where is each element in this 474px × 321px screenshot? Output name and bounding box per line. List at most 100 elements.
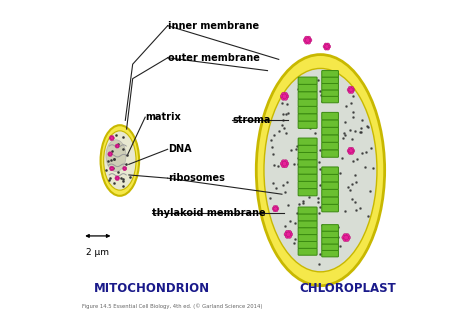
FancyBboxPatch shape	[298, 92, 317, 99]
Circle shape	[124, 167, 126, 169]
FancyBboxPatch shape	[322, 96, 338, 103]
Circle shape	[283, 164, 288, 168]
FancyBboxPatch shape	[298, 77, 317, 84]
FancyBboxPatch shape	[322, 231, 338, 238]
FancyBboxPatch shape	[322, 167, 338, 174]
Circle shape	[112, 137, 114, 139]
Text: Figure 14.5 Essential Cell Biology, 4th ed. (© Garland Science 2014): Figure 14.5 Essential Cell Biology, 4th …	[82, 304, 263, 309]
Circle shape	[288, 230, 292, 234]
FancyBboxPatch shape	[298, 138, 317, 145]
FancyBboxPatch shape	[298, 207, 317, 214]
FancyBboxPatch shape	[298, 228, 317, 235]
Circle shape	[348, 151, 352, 154]
Circle shape	[125, 168, 127, 169]
Circle shape	[350, 90, 354, 93]
FancyBboxPatch shape	[322, 120, 338, 127]
FancyBboxPatch shape	[322, 150, 338, 157]
FancyBboxPatch shape	[322, 197, 338, 204]
Circle shape	[343, 238, 347, 242]
Circle shape	[117, 144, 119, 146]
Circle shape	[110, 166, 112, 169]
FancyBboxPatch shape	[298, 145, 317, 152]
Text: matrix: matrix	[146, 112, 181, 122]
FancyBboxPatch shape	[322, 182, 338, 189]
Circle shape	[351, 149, 355, 153]
Circle shape	[110, 137, 113, 139]
Ellipse shape	[256, 55, 385, 286]
Circle shape	[307, 40, 311, 44]
Ellipse shape	[100, 125, 139, 196]
Circle shape	[323, 45, 327, 48]
FancyBboxPatch shape	[322, 174, 338, 182]
FancyBboxPatch shape	[322, 112, 338, 120]
Circle shape	[285, 162, 289, 166]
FancyBboxPatch shape	[298, 189, 317, 196]
Circle shape	[285, 234, 289, 239]
Circle shape	[110, 153, 113, 155]
Circle shape	[109, 154, 112, 156]
Circle shape	[349, 149, 353, 153]
Circle shape	[282, 92, 285, 96]
Circle shape	[308, 38, 312, 42]
Circle shape	[109, 168, 112, 169]
Circle shape	[112, 168, 114, 169]
Circle shape	[351, 88, 355, 92]
Circle shape	[348, 147, 352, 151]
Circle shape	[111, 166, 114, 169]
Circle shape	[342, 236, 346, 239]
Circle shape	[111, 135, 114, 138]
Circle shape	[273, 207, 277, 211]
FancyBboxPatch shape	[298, 121, 317, 128]
Circle shape	[284, 232, 288, 236]
Circle shape	[285, 94, 289, 98]
Circle shape	[110, 135, 112, 138]
Circle shape	[282, 94, 287, 99]
Circle shape	[273, 205, 276, 209]
Circle shape	[116, 145, 118, 147]
FancyBboxPatch shape	[298, 221, 317, 228]
Text: outer membrane: outer membrane	[168, 53, 260, 63]
Circle shape	[109, 154, 111, 156]
Circle shape	[109, 153, 111, 155]
Circle shape	[305, 38, 310, 42]
Circle shape	[117, 176, 119, 178]
Text: stroma: stroma	[232, 115, 271, 126]
FancyBboxPatch shape	[298, 174, 317, 181]
Ellipse shape	[104, 131, 136, 190]
Circle shape	[280, 162, 284, 166]
FancyBboxPatch shape	[322, 83, 338, 90]
Circle shape	[117, 146, 119, 148]
FancyBboxPatch shape	[298, 167, 317, 174]
FancyBboxPatch shape	[322, 238, 338, 244]
FancyBboxPatch shape	[322, 142, 338, 150]
Circle shape	[350, 147, 354, 151]
Circle shape	[285, 230, 289, 234]
Circle shape	[344, 235, 348, 240]
Circle shape	[124, 167, 126, 170]
Circle shape	[116, 177, 118, 179]
FancyBboxPatch shape	[298, 241, 317, 248]
Circle shape	[109, 152, 112, 154]
Circle shape	[273, 209, 276, 212]
Circle shape	[326, 43, 330, 47]
Circle shape	[283, 96, 288, 100]
Text: 2 μm: 2 μm	[86, 248, 109, 257]
FancyBboxPatch shape	[298, 160, 317, 167]
Circle shape	[350, 86, 354, 90]
Circle shape	[272, 207, 275, 210]
FancyBboxPatch shape	[298, 235, 317, 241]
FancyBboxPatch shape	[322, 204, 338, 212]
Circle shape	[304, 36, 309, 40]
Text: ribosomes: ribosomes	[168, 173, 225, 183]
Circle shape	[282, 96, 285, 100]
FancyBboxPatch shape	[298, 181, 317, 188]
Text: DNA: DNA	[168, 144, 191, 154]
FancyBboxPatch shape	[322, 77, 338, 83]
Circle shape	[289, 232, 292, 236]
Text: CHLOROPLAST: CHLOROPLAST	[300, 282, 396, 295]
FancyBboxPatch shape	[322, 250, 338, 257]
Text: inner membrane: inner membrane	[168, 21, 259, 31]
Circle shape	[116, 146, 118, 148]
FancyBboxPatch shape	[298, 106, 317, 114]
Circle shape	[347, 88, 351, 92]
